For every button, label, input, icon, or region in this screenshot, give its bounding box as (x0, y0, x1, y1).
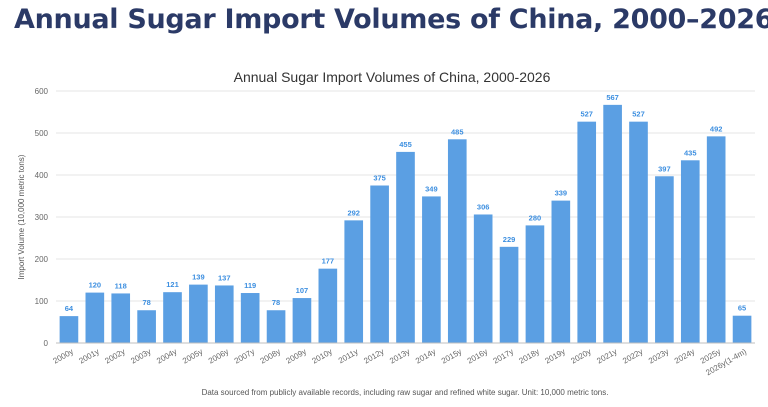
bar (85, 292, 105, 343)
bar (189, 284, 208, 343)
bar (525, 225, 545, 343)
bar (111, 293, 131, 343)
y-tick-label: 600 (35, 87, 49, 96)
bar (396, 151, 415, 343)
data-label: 120 (89, 281, 102, 290)
data-label: 455 (399, 140, 412, 149)
x-tick-label: 2015y (440, 347, 463, 366)
x-tick-label: 2012y (362, 347, 385, 366)
bars (59, 104, 752, 343)
x-tick-label: 2022y (621, 347, 644, 366)
data-label: 64 (65, 304, 74, 313)
x-tick-label: 2005y (181, 347, 204, 366)
bar (370, 185, 389, 343)
page-title: Annual Sugar Import Volumes of China, 20… (14, 4, 768, 35)
x-tick-label: 2006y (207, 347, 230, 366)
x-tick-label: 2004y (155, 347, 178, 366)
data-label: 177 (322, 257, 335, 266)
data-labels: 64 120 118 78 121 139 137 119 78 107 177 292 375 455 3… (65, 93, 746, 313)
data-label: 375 (373, 174, 386, 183)
bar (577, 121, 597, 343)
data-label: 119 (244, 281, 256, 290)
x-tick-label: 2023y (647, 347, 670, 366)
x-tick-label: 2003y (129, 347, 152, 366)
data-label: 527 (580, 110, 593, 119)
chart-title: Annual Sugar Import Volumes of China, 20… (234, 69, 551, 85)
x-tick-label: 2017y (492, 347, 515, 366)
bar (344, 220, 364, 343)
y-axis-label: Import Volume (10,000 metric tons) (17, 154, 26, 279)
data-label: 280 (529, 213, 542, 222)
y-tick-label: 0 (44, 339, 49, 348)
data-label: 292 (347, 208, 360, 217)
bar (318, 268, 338, 343)
x-tick-label: 2001y (77, 347, 100, 366)
data-label: 78 (272, 298, 280, 307)
data-label: 306 (477, 202, 490, 211)
y-tick-label: 400 (35, 171, 49, 180)
x-tick-label: 2020y (569, 347, 592, 366)
bar (447, 139, 467, 343)
data-label: 435 (684, 148, 697, 157)
data-label: 107 (296, 286, 309, 295)
data-label: 339 (555, 189, 568, 198)
data-label: 78 (142, 298, 150, 307)
x-tick-label: 2014y (414, 347, 437, 366)
data-label: 121 (166, 280, 179, 289)
data-label: 229 (503, 235, 516, 244)
bar (163, 292, 182, 343)
x-tick-label: 2011y (337, 347, 360, 365)
bar (422, 196, 441, 343)
x-tick-label: 2000y (52, 347, 75, 366)
y-tick-label: 200 (35, 255, 49, 264)
x-tick-label: 2024y (673, 347, 696, 366)
y-ticks: 0 100 200 300 400 500 600 (35, 87, 49, 348)
x-tick-label: 2018y (518, 347, 541, 366)
data-label: 349 (425, 184, 438, 193)
bar (137, 310, 156, 343)
data-label: 567 (606, 93, 619, 102)
x-tick-label: 2009y (285, 347, 308, 366)
data-label: 65 (738, 304, 746, 313)
footnote: Data sourced from publicly available rec… (202, 388, 609, 397)
x-ticks: 2000y 2001y 2002y 2003y 2004y 2005y 2006y 2007y… (52, 347, 749, 378)
y-tick-label: 500 (35, 129, 49, 138)
x-tick-label: 2007y (233, 347, 256, 366)
x-tick-label: 2016y (466, 347, 489, 366)
bar (292, 298, 312, 343)
bar (473, 214, 493, 343)
x-tick-label: 2021y (595, 347, 618, 366)
y-tick-label: 100 (35, 297, 49, 306)
x-tick-label: 2002y (103, 347, 126, 366)
bar (732, 315, 752, 343)
data-label: 118 (115, 281, 127, 290)
data-label: 397 (658, 164, 671, 173)
bar (214, 285, 234, 343)
data-label: 527 (632, 110, 645, 119)
x-tick-label: 2019y (543, 347, 566, 366)
bar (680, 160, 700, 343)
x-tick-label: 2013y (388, 347, 411, 366)
bar (603, 104, 622, 343)
bar (551, 200, 571, 343)
y-tick-label: 300 (35, 213, 49, 222)
bar (266, 310, 286, 343)
bar (240, 293, 260, 343)
data-label: 137 (218, 273, 231, 282)
bar (629, 121, 648, 343)
bar (655, 176, 674, 343)
data-label: 139 (192, 273, 205, 282)
bar (59, 316, 79, 343)
x-tick-label: 2008y (259, 347, 282, 366)
x-tick-label: 2010y (310, 347, 333, 366)
bar (499, 246, 519, 343)
data-label: 485 (451, 127, 464, 136)
data-label: 492 (710, 124, 723, 133)
bar (706, 136, 726, 343)
